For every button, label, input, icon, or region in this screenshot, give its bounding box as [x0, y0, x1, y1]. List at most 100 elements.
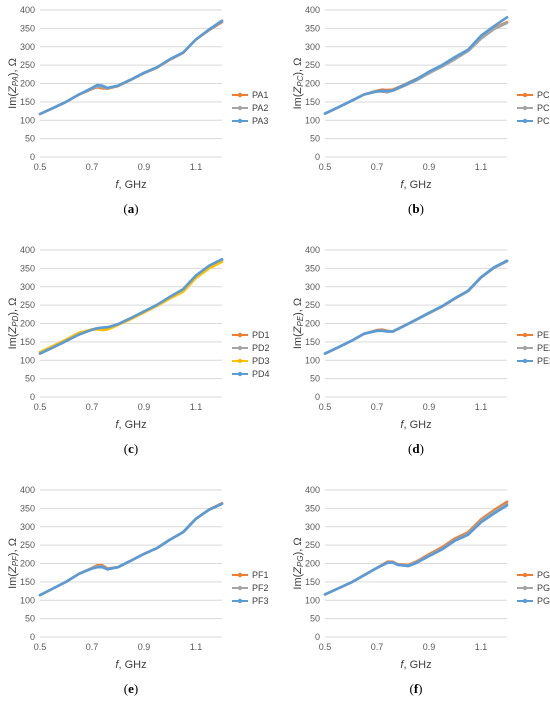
- y-tick-label: 50: [310, 134, 320, 144]
- series-line-pd4: [38, 257, 224, 355]
- y-tick-label: 400: [305, 5, 320, 15]
- legend-label: PG2: [537, 583, 550, 593]
- y-tick-label: 400: [305, 245, 320, 255]
- panel-caption: (c): [124, 441, 138, 456]
- y-tick-label: 200: [20, 559, 35, 569]
- y-tick-label: 150: [305, 577, 320, 587]
- y-tick-label: 0: [30, 152, 35, 162]
- x-tick-label: 0.5: [34, 642, 47, 652]
- y-tick-label: 350: [20, 503, 35, 513]
- x-tick-label: 0.9: [423, 402, 436, 412]
- panel-caption: (a): [123, 201, 138, 216]
- legend-marker: [237, 585, 243, 591]
- legend-label: PE3: [537, 356, 550, 366]
- series-line-pa3: [38, 19, 224, 116]
- y-tick-label: 200: [20, 319, 35, 329]
- legend-marker: [522, 572, 528, 578]
- y-tick-label: 300: [305, 282, 320, 292]
- legend-marker: [237, 371, 243, 377]
- x-tick-label: 0.7: [86, 402, 99, 412]
- y-tick-label: 250: [305, 60, 320, 70]
- legend-label: PD2: [252, 343, 270, 353]
- legend-marker: [522, 105, 528, 111]
- panel-caption: (f): [409, 681, 422, 696]
- legend-marker: [522, 118, 528, 124]
- y-tick-label: 150: [305, 97, 320, 107]
- series-line-pe3: [323, 259, 509, 355]
- x-tick-label: 1.1: [475, 162, 488, 172]
- series-line-pc3: [323, 16, 509, 115]
- legend-label: PE2: [537, 343, 550, 353]
- y-tick-label: 0: [30, 392, 35, 402]
- y-tick-label: 250: [20, 300, 35, 310]
- y-tick-label: 0: [315, 632, 320, 642]
- y-tick-label: 400: [20, 245, 35, 255]
- x-tick-label: 0.9: [138, 402, 151, 412]
- y-tick-label: 300: [305, 42, 320, 52]
- y-tick-label: 350: [20, 23, 35, 33]
- x-axis-label: f, GHz: [115, 419, 146, 431]
- y-axis-label: Im(ZPD), Ω: [7, 298, 20, 350]
- chart-panel-d: 0 50 100 150 200 250 300 350 400 0.5 0.7 0.9 1.1 PE1 P…: [292, 245, 550, 456]
- chart-panel-a: 0 50 100 150 200 250 300 350 400 0.5 0.7 0.9 1.1 PA1 P…: [7, 5, 268, 216]
- x-tick-label: 0.9: [138, 162, 151, 172]
- legend-marker: [522, 598, 528, 604]
- y-tick-label: 50: [25, 614, 35, 624]
- legend-marker: [237, 332, 243, 338]
- y-tick-label: 50: [25, 134, 35, 144]
- legend-label: PG3: [537, 596, 550, 606]
- legend-marker: [237, 358, 243, 364]
- legend-label: PF1: [252, 570, 269, 580]
- y-tick-label: 250: [20, 540, 35, 550]
- legend-label: PE1: [537, 330, 550, 340]
- legend-marker: [237, 92, 243, 98]
- legend-label: PD3: [252, 356, 270, 366]
- chart-panel-c: 0 50 100 150 200 250 300 350 400 0.5 0.7 0.9 1.1 PD1 P…: [7, 245, 270, 456]
- y-tick-label: 50: [25, 374, 35, 384]
- legend-label: PF3: [252, 596, 269, 606]
- x-tick-label: 0.5: [34, 162, 47, 172]
- series-line-pf3: [38, 502, 224, 597]
- legend-label: PF2: [252, 583, 269, 593]
- legend-label: PC3: [537, 116, 550, 126]
- y-tick-label: 250: [305, 540, 320, 550]
- panel-caption: (e): [124, 681, 138, 696]
- y-axis-label: Im(ZPA), Ω: [7, 58, 20, 109]
- x-tick-label: 0.7: [86, 162, 99, 172]
- y-tick-label: 400: [20, 5, 35, 15]
- y-axis-label: Im(ZPC), Ω: [292, 58, 305, 110]
- x-tick-label: 0.7: [86, 642, 99, 652]
- y-axis-label: Im(ZPG), Ω: [292, 537, 305, 589]
- series-line-pg3: [323, 504, 509, 596]
- chart-panel-f: 0 50 100 150 200 250 300 350 400 0.5 0.7 0.9 1.1 PG1 P…: [292, 485, 550, 696]
- x-tick-label: 0.5: [319, 402, 332, 412]
- legend-label: PC2: [537, 103, 550, 113]
- y-tick-label: 0: [30, 632, 35, 642]
- x-axis-label: f, GHz: [400, 179, 431, 191]
- x-axis-label: f, GHz: [400, 659, 431, 671]
- legend-label: PA2: [252, 103, 268, 113]
- y-tick-label: 0: [315, 152, 320, 162]
- panel-caption: (d): [408, 441, 424, 456]
- y-tick-label: 50: [310, 614, 320, 624]
- legend-label: PA3: [252, 116, 268, 126]
- legend-marker: [522, 358, 528, 364]
- y-tick-label: 100: [20, 355, 35, 365]
- legend-marker: [237, 105, 243, 111]
- chart-panel-e: 0 50 100 150 200 250 300 350 400 0.5 0.7 0.9 1.1 PF1 P…: [7, 485, 269, 696]
- y-tick-label: 200: [305, 559, 320, 569]
- y-tick-label: 300: [305, 522, 320, 532]
- y-tick-label: 300: [20, 42, 35, 52]
- x-tick-label: 0.9: [423, 642, 436, 652]
- y-tick-label: 350: [305, 263, 320, 273]
- legend-marker: [522, 92, 528, 98]
- legend-label: PC1: [537, 90, 550, 100]
- x-tick-label: 1.1: [475, 642, 488, 652]
- legend-label: PA1: [252, 90, 268, 100]
- y-tick-label: 0: [315, 392, 320, 402]
- y-tick-label: 150: [20, 577, 35, 587]
- y-tick-label: 200: [305, 319, 320, 329]
- y-tick-label: 100: [305, 115, 320, 125]
- x-tick-label: 0.7: [371, 162, 384, 172]
